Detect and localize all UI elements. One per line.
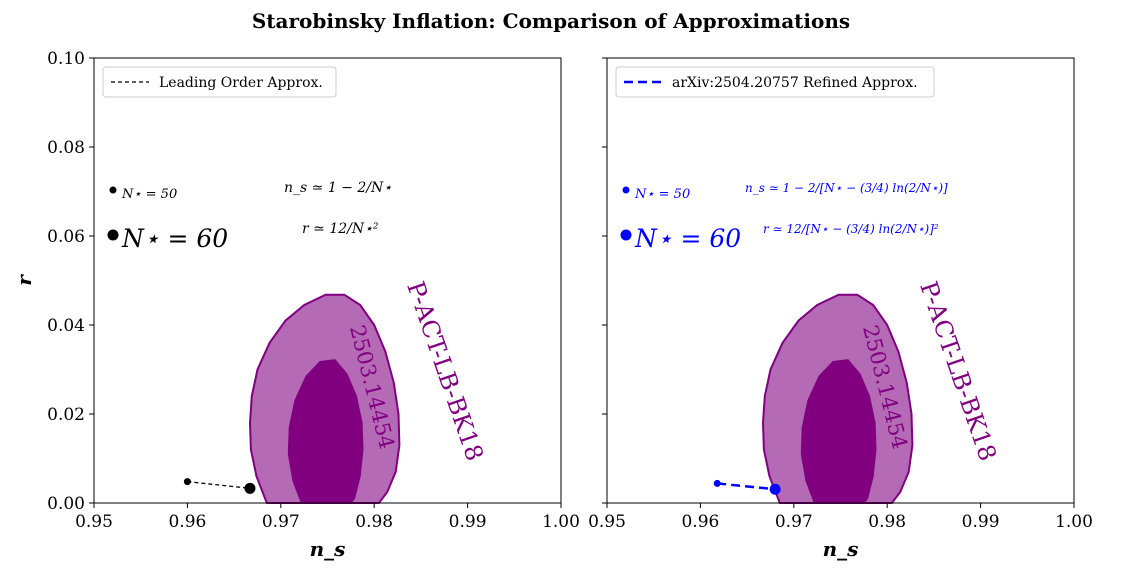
plot-frame	[606, 57, 1075, 504]
figure-title: Starobinsky Inflation: Comparison of App…	[252, 9, 850, 33]
y-tick-label: 0.04	[47, 316, 85, 336]
x-tick-label: 0.96	[168, 512, 206, 532]
formula-ns: n_s ≃ 1 − 2/[N⋆ − (3/4) ln(2/N⋆)]	[745, 181, 948, 195]
legend-label: Leading Order Approx.	[159, 75, 323, 91]
point-n60	[769, 483, 781, 495]
key-label-n60: N⋆ = 60	[634, 224, 741, 253]
key-marker-small	[109, 186, 117, 194]
point-n50	[183, 478, 191, 486]
y-tick-label: 0.08	[47, 138, 85, 158]
x-tick-label: 0.97	[262, 512, 300, 532]
contour-label: P-ACT-LB-BK18	[401, 278, 489, 465]
plot-frame	[93, 57, 562, 504]
point-n50	[713, 479, 721, 487]
contour-inner-68	[800, 359, 877, 504]
x-tick-label: 1.00	[1055, 512, 1093, 532]
y-tick-label: 0.02	[47, 405, 85, 425]
y-tick-label: 0.06	[47, 227, 85, 247]
contour-label: P-ACT-LB-BK18	[914, 278, 1002, 465]
key-label-n60: N⋆ = 60	[121, 224, 228, 253]
x-tick-label: 0.95	[75, 512, 113, 532]
legend-label: arXiv:2504.20757 Refined Approx.	[672, 75, 918, 91]
y-axis-label: r	[12, 274, 36, 286]
x-tick-label: 1.00	[542, 512, 580, 532]
x-tick-label: 0.99	[449, 512, 487, 532]
legend-box	[615, 66, 935, 98]
x-axis-label: n_s	[823, 537, 859, 561]
key-marker-small	[622, 186, 630, 194]
x-tick-label: 0.95	[588, 512, 626, 532]
series-line	[187, 480, 251, 489]
formula-r: r ≃ 12/N⋆²	[302, 221, 379, 237]
contour-inner-68	[287, 359, 364, 504]
x-axis-label: n_s	[310, 537, 346, 561]
key-label-n50: N⋆ = 50	[121, 187, 177, 202]
y-tick-label: 0.00	[47, 494, 85, 514]
series-line	[717, 482, 776, 491]
x-tick-label: 0.99	[962, 512, 1000, 532]
formula-r: r ≃ 12/[N⋆ − (3/4) ln(2/N⋆)]²	[763, 222, 939, 236]
y-tick-label: 0.10	[47, 49, 85, 69]
key-label-n50: N⋆ = 50	[634, 187, 690, 202]
formula-ns: n_s ≃ 1 − 2/N⋆	[284, 180, 392, 196]
key-marker-large	[620, 229, 632, 241]
x-tick-label: 0.98	[868, 512, 906, 532]
x-tick-label: 0.97	[775, 512, 813, 532]
point-n60	[244, 482, 256, 494]
legend-box	[102, 66, 337, 98]
x-tick-label: 0.98	[355, 512, 393, 532]
key-marker-large	[107, 229, 119, 241]
x-tick-label: 0.96	[681, 512, 719, 532]
